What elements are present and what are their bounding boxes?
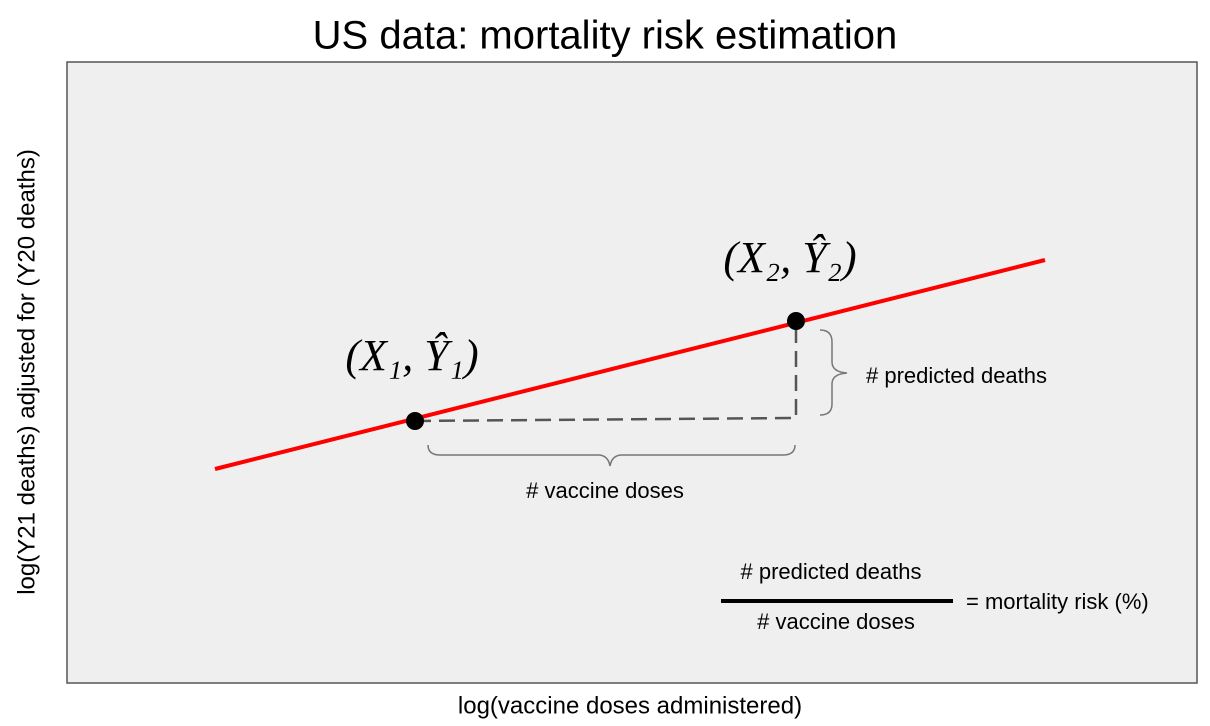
point — [406, 412, 424, 430]
point-label: (X₁, Ŷ₁) — [345, 331, 478, 380]
point — [787, 312, 805, 330]
point-label: (X₂, Ŷ₂) — [723, 233, 856, 282]
title: US data: mortality risk estimation — [313, 14, 898, 58]
formula-numerator: # predicted deaths — [740, 559, 921, 584]
brace-label: # predicted deaths — [866, 363, 1047, 388]
formula-result: = mortality risk (%) — [966, 589, 1149, 614]
brace-label: # vaccine doses — [526, 478, 684, 503]
plot-area — [66, 61, 1198, 684]
brace — [427, 444, 796, 467]
dashed-guide — [414, 321, 798, 423]
regression-line — [214, 258, 1046, 471]
formula-denominator: # vaccine doses — [757, 609, 915, 634]
x-axis-label: log(vaccine doses administered) — [458, 692, 802, 719]
y-axis-label: log(Y21 deaths) adjusted for (Y20 deaths… — [13, 149, 40, 595]
brace — [819, 329, 848, 416]
